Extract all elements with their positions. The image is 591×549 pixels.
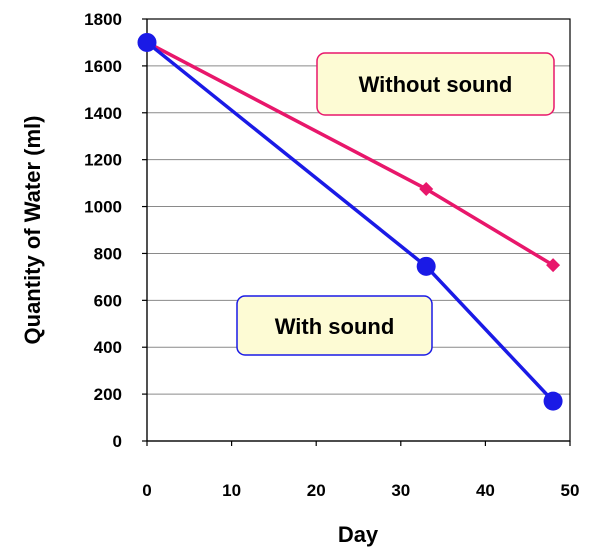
y-tick-label-1800: 1800 [84,10,122,29]
y-tick-label-1000: 1000 [84,198,122,217]
x-axis-ticks: 0 10 20 30 40 50 [142,441,579,500]
y-tick-label-600: 600 [94,291,122,310]
y-axis-title: Quantity of Water (ml) [20,116,45,345]
x-tick-label-0: 0 [142,481,151,500]
y-tick-label-1600: 1600 [84,57,122,76]
y-tick-label-200: 200 [94,385,122,404]
y-tick-label-1400: 1400 [84,104,122,123]
point-without-sound-1 [419,181,434,196]
y-tick-label-1200: 1200 [84,151,122,170]
point-with-sound-2 [543,391,563,411]
callout-without-sound-box [316,52,555,116]
x-axis-title: Day [338,522,379,547]
y-tick-label-800: 800 [94,244,122,263]
callout-with-sound-label: With sound [275,314,395,339]
x-tick-label-10: 10 [222,481,241,500]
callout-with-sound-box [236,295,433,356]
plot-border [146,18,571,442]
x-tick-label-30: 30 [391,481,410,500]
point-with-sound-0 [137,32,157,52]
x-tick-label-20: 20 [307,481,326,500]
series-group [137,32,563,411]
y-tick-label-400: 400 [94,338,122,357]
y-tick-label-0: 0 [113,432,122,451]
x-tick-label-40: 40 [476,481,495,500]
callout-without-sound-label: Without sound [359,72,513,97]
x-tick-label-50: 50 [561,481,580,500]
callout-without-sound: Without sound [316,52,555,116]
callout-with-sound: With sound [236,295,433,356]
point-with-sound-1 [416,256,436,276]
y-axis-ticks: 0 200 400 600 800 1000 1200 1400 1600 1800 [84,10,147,451]
point-without-sound-2 [546,258,561,273]
